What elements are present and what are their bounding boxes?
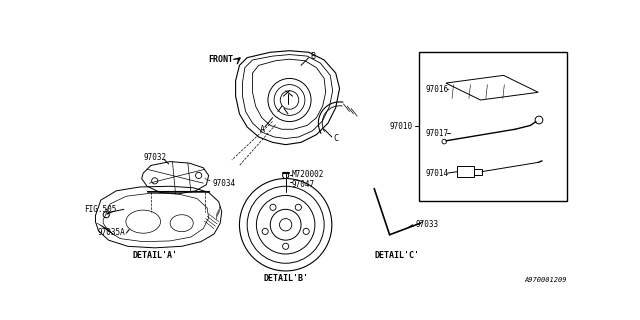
Text: M720002: M720002 (292, 170, 324, 179)
Text: 97033: 97033 (415, 220, 438, 229)
Text: 97034: 97034 (212, 179, 236, 188)
Text: 97017: 97017 (425, 129, 448, 138)
Text: DETAIL'A': DETAIL'A' (132, 251, 177, 260)
Text: B: B (310, 52, 316, 60)
Text: C: C (333, 134, 339, 143)
Text: 97032: 97032 (143, 153, 166, 162)
Text: DETAIL'C': DETAIL'C' (375, 251, 420, 260)
Text: FRONT: FRONT (209, 55, 234, 64)
Bar (474, 169, 482, 175)
Text: 97016: 97016 (425, 85, 448, 94)
Text: DETAIL'B': DETAIL'B' (263, 274, 308, 283)
Text: 97035A: 97035A (97, 228, 125, 237)
Text: FIG.505: FIG.505 (84, 205, 116, 214)
Text: 97014: 97014 (425, 169, 448, 178)
Text: A: A (260, 125, 265, 134)
Bar (458, 166, 474, 177)
Text: 97047: 97047 (292, 180, 315, 189)
Text: A970001209: A970001209 (524, 277, 566, 283)
Bar (419, 52, 566, 201)
Text: 97010: 97010 (390, 122, 413, 131)
